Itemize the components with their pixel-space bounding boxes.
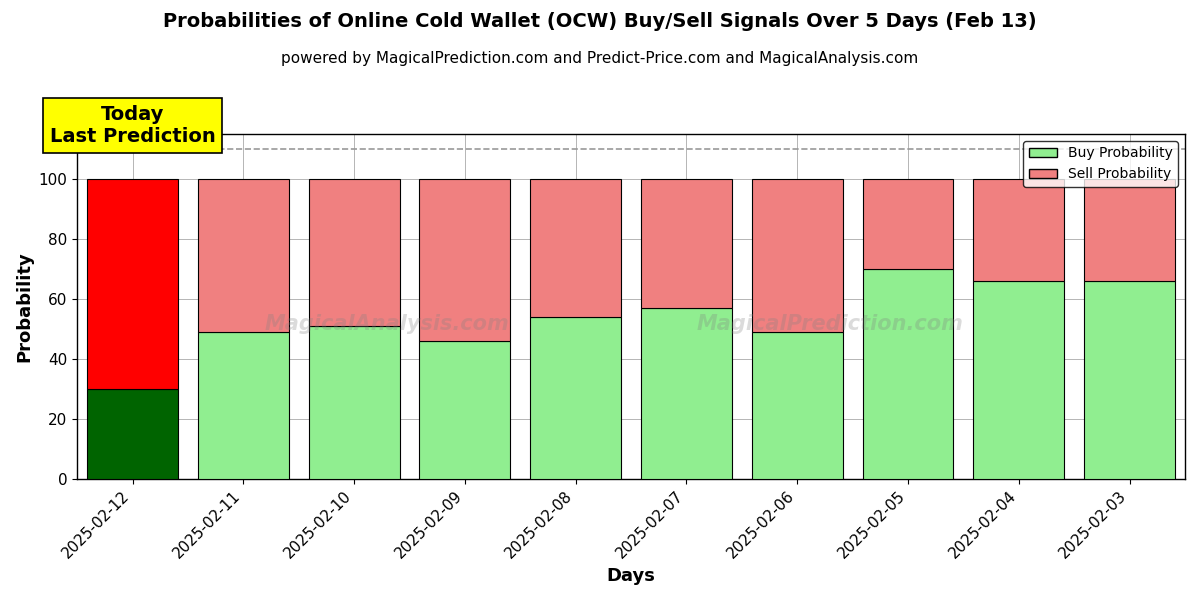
Bar <box>308 179 400 326</box>
Bar <box>641 308 732 479</box>
Bar <box>973 281 1064 479</box>
Bar <box>198 332 289 479</box>
Bar <box>420 341 510 479</box>
Text: powered by MagicalPrediction.com and Predict-Price.com and MagicalAnalysis.com: powered by MagicalPrediction.com and Pre… <box>281 51 919 66</box>
Bar <box>308 326 400 479</box>
Text: MagicalPrediction.com: MagicalPrediction.com <box>697 314 964 334</box>
Bar <box>752 179 842 332</box>
Bar <box>752 332 842 479</box>
Bar <box>198 179 289 332</box>
Bar <box>1084 179 1175 281</box>
Bar <box>973 179 1064 281</box>
Bar <box>420 179 510 341</box>
Bar <box>863 179 954 269</box>
Bar <box>1084 281 1175 479</box>
Y-axis label: Probability: Probability <box>14 251 32 362</box>
X-axis label: Days: Days <box>607 567 655 585</box>
Text: Probabilities of Online Cold Wallet (OCW) Buy/Sell Signals Over 5 Days (Feb 13): Probabilities of Online Cold Wallet (OCW… <box>163 12 1037 31</box>
Bar <box>641 179 732 308</box>
Bar <box>863 269 954 479</box>
Bar <box>530 179 622 317</box>
Text: MagicalAnalysis.com: MagicalAnalysis.com <box>265 314 510 334</box>
Bar <box>530 317 622 479</box>
Text: Today
Last Prediction: Today Last Prediction <box>49 105 216 146</box>
Bar <box>88 389 178 479</box>
Bar <box>88 179 178 389</box>
Legend: Buy Probability, Sell Probability: Buy Probability, Sell Probability <box>1024 141 1178 187</box>
